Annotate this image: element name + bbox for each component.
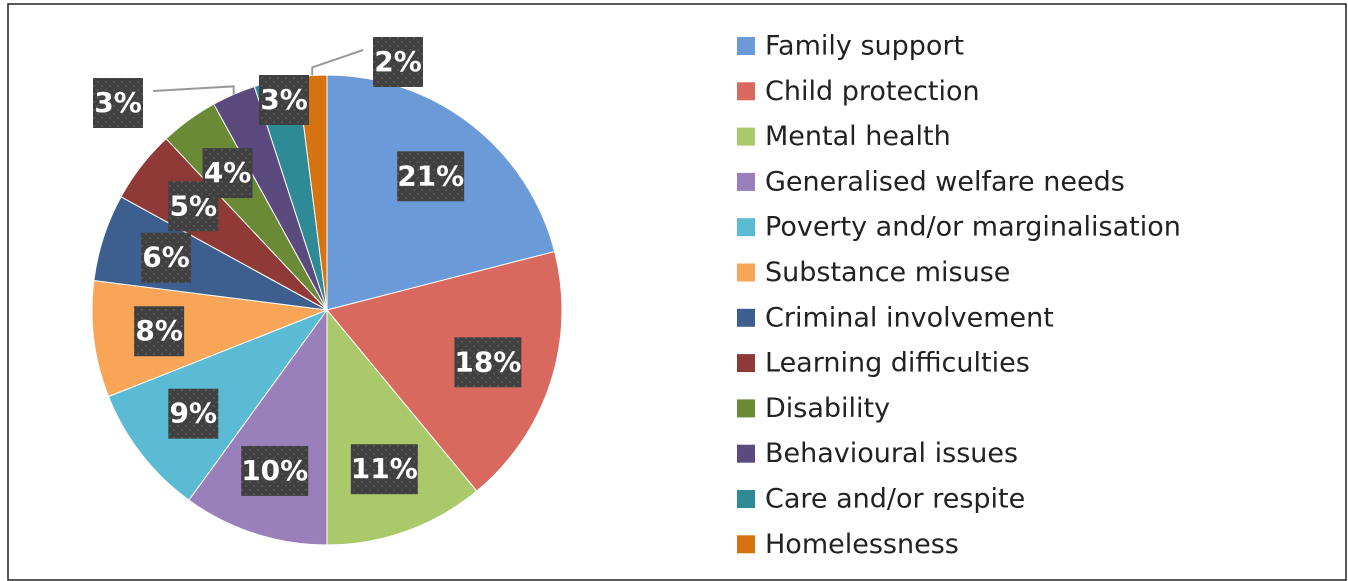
data-label-box: [93, 78, 143, 128]
data-label-box: [350, 444, 418, 495]
legend-label: Generalised welfare needs: [765, 166, 1125, 197]
data-label-box: [397, 151, 465, 202]
data-label-box: [454, 337, 522, 388]
legend-swatch: [737, 444, 755, 463]
legend-label: Learning difficulties: [765, 348, 1030, 379]
frame: [7, 3, 1347, 581]
legend-swatch: [737, 490, 755, 508]
pie-slice: [326, 250, 563, 492]
legend-swatch: [737, 218, 755, 237]
legend-swatch: [737, 354, 755, 373]
data-label: 2%: [374, 45, 422, 78]
data-label: 3%: [94, 86, 142, 119]
data-label-box: [141, 232, 192, 283]
legend-label: Behavioural issues: [765, 438, 1018, 469]
legend-swatch: [737, 263, 755, 282]
data-label-box: [168, 388, 219, 439]
legend-label: Homelessness: [765, 529, 959, 560]
data-label: 18%: [454, 345, 521, 378]
data-label: 9%: [170, 397, 218, 430]
legend-swatch: [737, 82, 755, 101]
legend-label: Poverty and/or marginalisation: [765, 212, 1181, 243]
legend-swatch: [737, 308, 755, 327]
data-label: 8%: [135, 314, 183, 347]
data-label: 6%: [142, 241, 190, 274]
legend-swatch: [737, 127, 755, 146]
legend-label: Child protection: [765, 76, 980, 107]
data-label: 4%: [204, 156, 252, 189]
data-label: 11%: [351, 452, 418, 485]
legend-label: Family support: [765, 31, 964, 62]
data-label-box: [259, 75, 309, 125]
leader-line: [152, 85, 235, 95]
data-label: 21%: [397, 159, 464, 192]
legend-label: Care and/or respite: [765, 484, 1025, 515]
data-label-box: [202, 148, 253, 199]
legend-swatch: [737, 37, 755, 55]
legend-swatch: [737, 172, 755, 191]
leader-line: [311, 49, 364, 76]
legend-label: Substance misuse: [765, 257, 1010, 288]
data-label-box: [241, 445, 309, 496]
data-label-box: [134, 306, 185, 357]
legend-label: Criminal involvement: [765, 302, 1054, 333]
data-label: 10%: [241, 454, 308, 487]
legend-swatch: [737, 399, 755, 418]
legend-label: Disability: [765, 393, 890, 424]
legend-swatch: [737, 535, 755, 554]
legend-label: Mental health: [765, 121, 951, 152]
data-label-box: [373, 37, 423, 87]
data-label: 3%: [260, 83, 308, 116]
